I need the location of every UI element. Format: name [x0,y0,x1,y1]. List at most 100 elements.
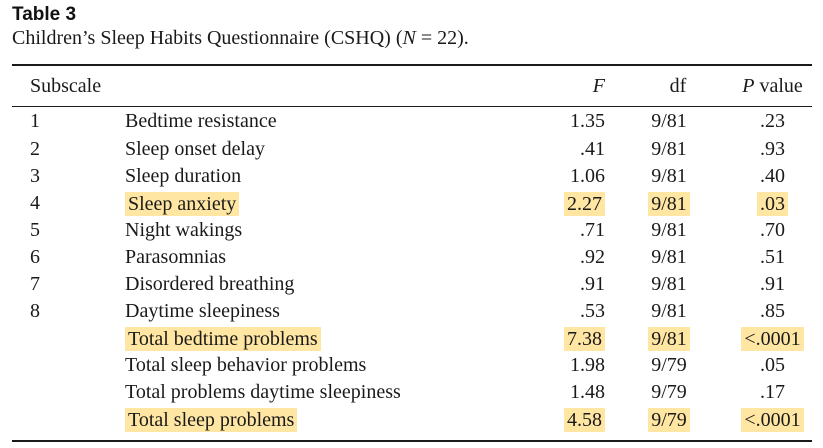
cell-f-text: 2.27 [564,191,605,216]
caption-suffix: = 22). [415,27,469,49]
table-row: 1 Bedtime resistance 1.35 9/81 .23 [12,106,812,136]
cell-subscale-text: Total bedtime problems [125,326,321,351]
cell-df: 9/79 [605,379,733,406]
cell-subscale: Night wakings [125,217,510,244]
cell-p-value: .40 [733,163,812,190]
table-row: 2 Sleep onset delay .41 9/81 .93 [12,136,812,163]
cell-df: 9/81 [605,163,733,190]
cell-df: 9/81 [605,190,733,217]
cell-f-text: .92 [580,246,605,268]
cell-df-text: 9/81 [651,109,687,132]
cell-f-text: 1.98 [570,354,605,376]
cell-f: .91 [510,271,605,298]
cell-f: 1.98 [510,352,605,379]
header-subscale: Subscale [30,74,102,97]
table-label: Table 3 [12,4,77,25]
cell-df-text: 9/79 [651,354,687,376]
cell-number [12,379,125,406]
table-row: 7 Disordered breathing .91 9/81 .91 [12,271,812,298]
table-row: 8 Daytime sleepiness .53 9/81 .85 [12,298,812,325]
cell-f: 1.35 [510,106,605,136]
cell-subscale: Total sleep behavior problems [125,352,510,379]
cell-number: 5 [12,217,125,244]
cell-subscale-text: Sleep onset delay [125,138,265,160]
cell-p-value-text: .23 [760,109,785,132]
cell-p-value: <.0001 [733,406,812,433]
cell-number [12,352,125,379]
cell-number: 4 [12,190,125,217]
cell-number-text: 5 [30,219,40,241]
cell-subscale-text: Daytime sleepiness [125,300,280,322]
cell-f: 2.27 [510,190,605,217]
cell-df-text: 9/81 [648,191,690,216]
table-row: Total bedtime problems 7.38 9/81 <.0001 [12,325,812,352]
table-row: 3 Sleep duration 1.06 9/81 .40 [12,163,812,190]
cell-p-value: .17 [733,379,812,406]
cell-f: 1.48 [510,379,605,406]
cell-p-value-text: <.0001 [741,407,804,432]
cell-subscale: Parasomnias [125,244,510,271]
cell-f: .71 [510,217,605,244]
cell-number-text: 6 [30,246,40,268]
cell-p-value: <.0001 [733,325,812,352]
header-df: df [669,74,687,97]
cell-df: 9/81 [605,325,733,352]
cell-f-text: .91 [580,273,605,295]
table-caption: Children’s Sleep Habits Questionnaire (C… [12,27,469,50]
cshq-table: Subscale F df P value 1 Bedtime resistanc… [12,66,812,433]
cell-f-text: .53 [580,300,605,322]
cell-f-text: 4.58 [564,407,605,432]
cell-number-text: 1 [30,109,40,132]
cell-f-text: 1.06 [570,165,605,187]
cell-p-value: .05 [733,352,812,379]
top-rule [12,64,812,66]
cell-df: 9/81 [605,244,733,271]
cell-df-text: 9/81 [651,300,687,322]
cell-subscale: Sleep duration [125,163,510,190]
cell-subscale-text: Parasomnias [125,246,227,268]
cell-f: 1.06 [510,163,605,190]
cell-p-value: .03 [733,190,812,217]
cell-p-value-text: .40 [760,165,785,187]
table-row: 5 Night wakings .71 9/81 .70 [12,217,812,244]
table-row: 6 Parasomnias .92 9/81 .51 [12,244,812,271]
cell-number: 6 [12,244,125,271]
cell-p-value-text: .93 [760,138,785,160]
cell-subscale-text: Sleep duration [125,165,242,187]
cell-p-value-text: .05 [760,354,785,376]
cell-number [12,325,125,352]
cell-subscale-text: Disordered breathing [125,273,295,295]
table-row: Total sleep problems 4.58 9/79 <.0001 [12,406,812,433]
cell-subscale: Daytime sleepiness [125,298,510,325]
cell-subscale-text: Total sleep problems [125,407,298,432]
cell-f-text: 7.38 [564,326,605,351]
cell-number: 8 [12,298,125,325]
cell-number [12,406,125,433]
table-body: 1 Bedtime resistance 1.35 9/81 .23 2 Sleep ons… [12,106,812,433]
header-row: Subscale F df P value [12,66,812,106]
cell-p-value: .91 [733,271,812,298]
bottom-rule [12,440,812,442]
cell-p-value-text: .17 [760,381,785,403]
cell-subscale: Sleep anxiety [125,190,510,217]
cell-f: 4.58 [510,406,605,433]
cell-subscale-text: Total sleep behavior problems [125,354,367,376]
table-row: 4 Sleep anxiety 2.27 9/81 .03 [12,190,812,217]
cell-f: .53 [510,298,605,325]
cell-df-text: 9/81 [651,219,687,241]
cell-number-text: 3 [30,165,40,187]
cell-df-text: 9/81 [651,246,687,268]
table-row: Total problems daytime sleepiness 1.48 9/7… [12,379,812,406]
cell-f-text: 1.35 [570,109,605,132]
header-p-rest: value [754,74,803,97]
cell-df: 9/79 [605,352,733,379]
cell-f-text: .71 [580,219,605,241]
cell-number: 3 [12,163,125,190]
cell-number-text: 4 [30,192,40,214]
cell-df-text: 9/81 [651,165,687,187]
cell-number: 1 [12,106,125,136]
cell-df-text: 9/81 [651,273,687,295]
cell-p-value-text: .70 [760,219,785,241]
caption-n-symbol: N [402,27,416,49]
